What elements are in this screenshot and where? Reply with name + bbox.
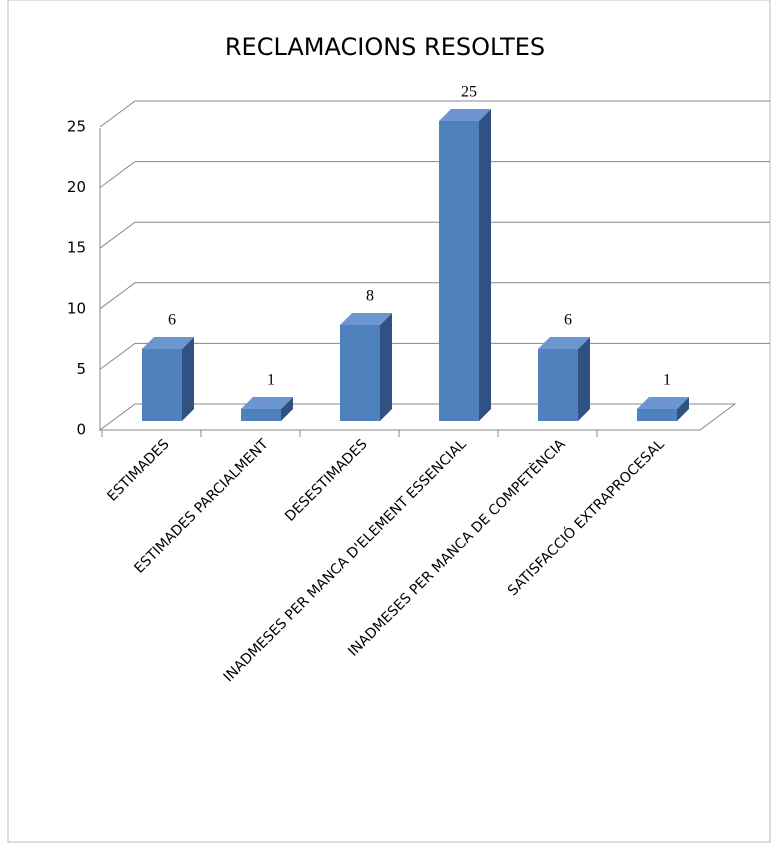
chart-title: RECLAMACIONS RESOLTES (225, 33, 545, 61)
data-label: 25 (461, 84, 477, 101)
bar-face (479, 109, 491, 421)
data-label: 1 (663, 372, 671, 389)
bar-face (538, 337, 590, 349)
x-tick-label: INADMESES PER MANCA DE COMPETÈNCIA (345, 435, 569, 659)
grid-line (99, 221, 770, 249)
x-tick-label: ESTIMADES (104, 436, 172, 504)
bar-face (538, 349, 578, 421)
bar (241, 397, 293, 421)
frame (7, 0, 771, 843)
grid-line (99, 161, 770, 189)
bar-face (439, 109, 491, 121)
grid-line (99, 342, 770, 370)
bar-face (637, 397, 689, 409)
bar-face (439, 121, 479, 421)
y-tick-label: 15 (67, 239, 86, 257)
bar-face (677, 397, 689, 421)
bar (637, 397, 689, 421)
grid-line (99, 282, 770, 310)
bar-face (142, 349, 182, 421)
bar-face (380, 313, 392, 421)
y-tick-label: 10 (67, 299, 86, 317)
x-tick-label: DESESTIMADES (282, 436, 371, 525)
bar (439, 109, 491, 421)
bar (142, 337, 194, 421)
y-tick-label: 0 (76, 421, 86, 439)
bar-face (340, 325, 380, 421)
bar (340, 313, 392, 421)
bar-face (637, 409, 677, 421)
grid-line (99, 100, 770, 128)
floor (98, 403, 737, 431)
bar-face (281, 397, 293, 421)
bar-face (182, 337, 194, 421)
bar-face (142, 337, 194, 349)
data-label: 8 (366, 288, 374, 305)
bar (538, 337, 590, 421)
x-tick-label: SATISFACCIÓ EXTRAPROCESAL (503, 435, 667, 599)
y-tick-label: 20 (67, 178, 86, 196)
bar-face (241, 397, 293, 409)
bar-face (340, 313, 392, 325)
data-label: 1 (267, 372, 275, 389)
bar-face (241, 409, 281, 421)
y-tick-label: 25 (67, 118, 86, 136)
bar-face (578, 337, 590, 421)
y-tick-label: 5 (76, 360, 86, 378)
data-label: 6 (168, 312, 176, 329)
data-label: 6 (564, 312, 572, 329)
